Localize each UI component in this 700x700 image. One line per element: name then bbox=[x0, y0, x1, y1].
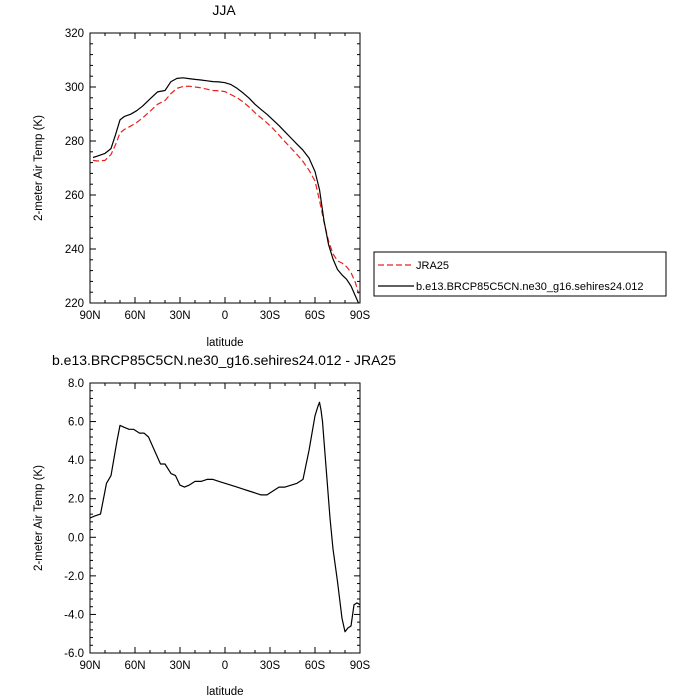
x-tick-label: 60S bbox=[305, 660, 326, 672]
y-tick-label: -6.0 bbox=[64, 648, 84, 660]
legend-box bbox=[373, 251, 667, 297]
x-tick-label: 30N bbox=[169, 660, 190, 672]
series-line-1-0 bbox=[89, 401, 361, 633]
y-tick-label: 220 bbox=[65, 298, 84, 310]
x-tick-label: 0 bbox=[222, 660, 228, 672]
y-tick-label: 8.0 bbox=[68, 378, 84, 390]
y-tick-label: 4.0 bbox=[68, 455, 84, 467]
x-tick-label: 30S bbox=[260, 310, 281, 322]
x-tick-label: 30S bbox=[260, 660, 281, 672]
y-tick-label: 240 bbox=[65, 244, 84, 256]
y-tick-label: 320 bbox=[65, 28, 84, 40]
x-tick-label: 0 bbox=[222, 310, 228, 322]
bottom-chart-title: b.e13.BRCP85C5CN.ne30_g16.sehires24.012 … bbox=[52, 352, 396, 368]
y-tick-label: 280 bbox=[65, 136, 84, 148]
series-line-0-1 bbox=[92, 77, 360, 304]
bottom-y-axis-label: 2-meter Air Temp (K) bbox=[33, 465, 45, 571]
x-tick-label: 60S bbox=[305, 310, 326, 322]
y-tick-label: 300 bbox=[65, 82, 84, 94]
top-y-axis-label: 2-meter Air Temp (K) bbox=[33, 115, 45, 221]
y-tick-label: -4.0 bbox=[64, 609, 84, 621]
x-tick-label: 90S bbox=[350, 310, 371, 322]
x-tick-label: 30N bbox=[169, 310, 190, 322]
top-panel: JJA 220 240 260 280 300 320 90N 60N 30N 0 30S 60S 9… bbox=[33, 2, 667, 349]
bottom-x-axis-label: latitude bbox=[206, 686, 243, 698]
y-tick-label: 0.0 bbox=[68, 532, 84, 544]
x-tick-label: 60N bbox=[124, 660, 145, 672]
y-tick-label: 260 bbox=[65, 190, 84, 202]
x-tick-label: 90N bbox=[79, 660, 100, 672]
top-chart-title: JJA bbox=[212, 2, 236, 18]
y-tick-label: -2.0 bbox=[64, 571, 84, 583]
bottom-plot-frame bbox=[89, 382, 361, 654]
top-plot-frame bbox=[89, 32, 361, 304]
x-tick-label: 90S bbox=[350, 660, 371, 672]
y-tick-label: 6.0 bbox=[68, 417, 84, 429]
y-tick-label: 2.0 bbox=[68, 494, 84, 506]
x-tick-label: 90N bbox=[79, 310, 100, 322]
series-line-0-0 bbox=[92, 85, 360, 294]
x-tick-label: 60N bbox=[124, 310, 145, 322]
bottom-panel: b.e13.BRCP85C5CN.ne30_g16.sehires24.012 … bbox=[33, 352, 396, 698]
top-x-axis-label: latitude bbox=[206, 337, 243, 349]
legend-label-model: b.e13.BRCP85C5CN.ne30_g16.sehires24.012 bbox=[416, 281, 644, 293]
legend: JRA25 b.e13.BRCP85C5CN.ne30_g16.sehires2… bbox=[373, 251, 667, 297]
legend-label-jra25: JRA25 bbox=[416, 260, 449, 272]
